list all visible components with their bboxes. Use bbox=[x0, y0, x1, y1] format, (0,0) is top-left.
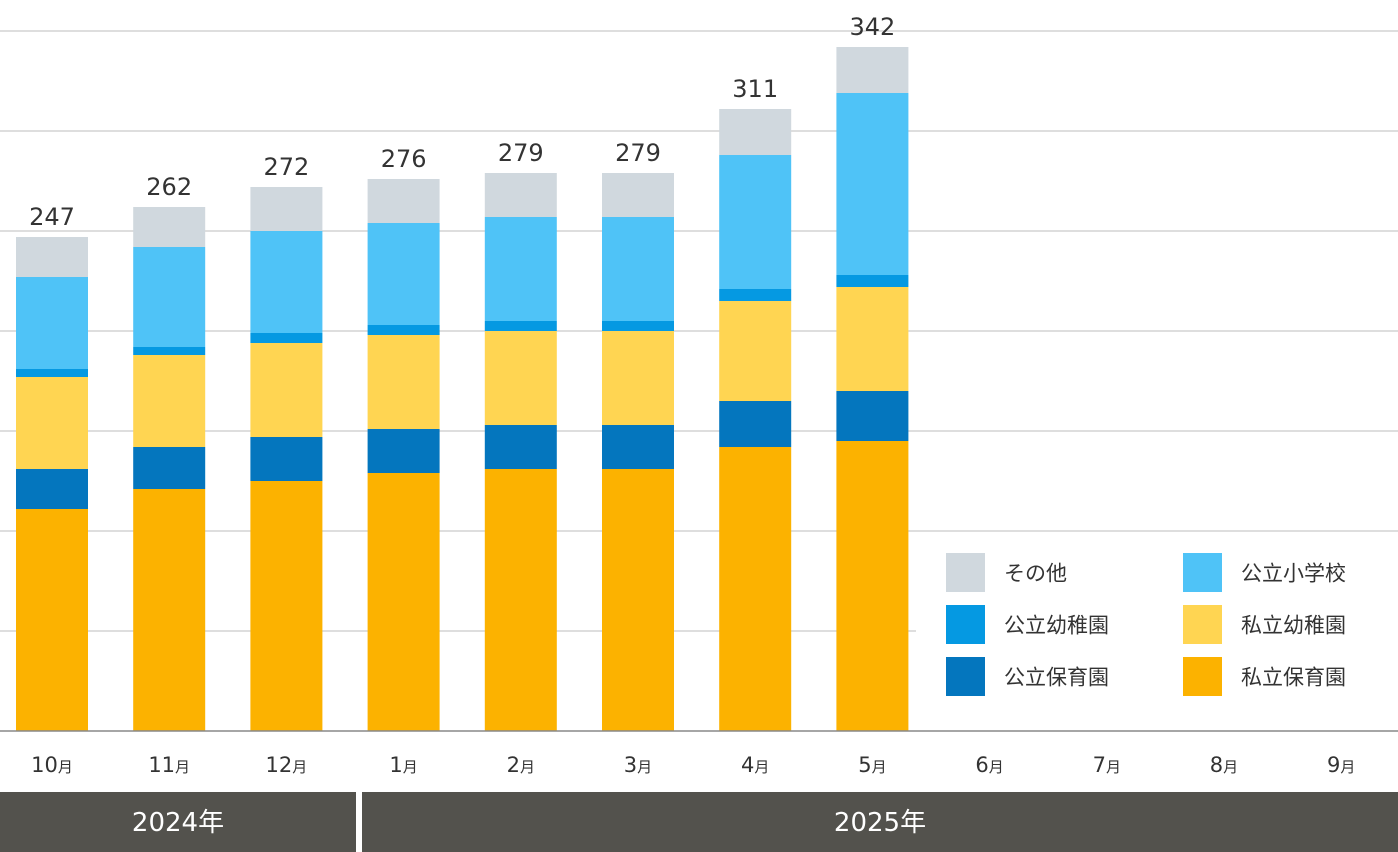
x-tick-label: 2月 bbox=[507, 753, 535, 777]
bar-segment bbox=[484, 321, 557, 331]
bar-segment bbox=[367, 473, 440, 731]
x-tick-label: 10月 bbox=[31, 753, 73, 777]
x-tick-label: 8月 bbox=[1210, 753, 1238, 777]
legend-swatch bbox=[946, 553, 985, 592]
legend-background bbox=[916, 535, 1398, 727]
total-label: 279 bbox=[498, 139, 544, 167]
bar-segment bbox=[484, 469, 557, 731]
bar-segment bbox=[719, 401, 792, 447]
bar-segment bbox=[719, 155, 792, 289]
bar-segment bbox=[484, 217, 557, 321]
bar-segment bbox=[836, 287, 909, 391]
bar-segment bbox=[250, 437, 323, 481]
total-label: 247 bbox=[29, 203, 75, 231]
bar-segment bbox=[484, 425, 557, 469]
bar-segment bbox=[484, 173, 557, 217]
legend-label: 公立小学校 bbox=[1241, 562, 1346, 586]
legend-label: 公立幼稚園 bbox=[1004, 614, 1109, 638]
total-label: 342 bbox=[849, 13, 895, 41]
bar-segment bbox=[250, 481, 323, 731]
bar-segment bbox=[719, 447, 792, 731]
bar-segment bbox=[836, 441, 909, 731]
x-axis: 10月 11月 12月 1月 2月 3月 4月 5月 6月 7月 8月 9月 bbox=[0, 730, 1398, 777]
legend-swatch bbox=[1183, 553, 1222, 592]
x-tick-label: 7月 bbox=[1093, 753, 1121, 777]
x-tick-label: 5月 bbox=[858, 753, 886, 777]
legend-swatch bbox=[1183, 657, 1222, 696]
x-tick-label: 6月 bbox=[975, 753, 1003, 777]
bar-segment bbox=[484, 331, 557, 425]
total-label: 311 bbox=[732, 75, 778, 103]
x-tick-label: 11月 bbox=[148, 753, 190, 777]
bar-segment bbox=[16, 377, 88, 469]
bar-segment bbox=[719, 289, 792, 301]
bar-segment bbox=[16, 509, 88, 731]
bar-segment bbox=[719, 301, 792, 401]
bar-segment bbox=[250, 187, 323, 231]
total-label: 276 bbox=[381, 145, 427, 173]
total-label: 279 bbox=[615, 139, 661, 167]
year-bands: 2024年 2025年 bbox=[0, 792, 1398, 852]
year-label: 2025年 bbox=[834, 808, 926, 838]
bar-segment bbox=[367, 429, 440, 473]
bar-segment bbox=[133, 355, 206, 447]
bar-segment bbox=[719, 109, 792, 155]
x-tick-label: 3月 bbox=[624, 753, 652, 777]
bar-segment bbox=[367, 223, 440, 325]
bar-segment bbox=[16, 237, 88, 277]
bar-segment bbox=[367, 179, 440, 223]
x-tick-label: 1月 bbox=[389, 753, 417, 777]
bar-segment bbox=[250, 231, 323, 333]
x-tick-label: 9月 bbox=[1327, 753, 1355, 777]
bar-segment bbox=[133, 447, 206, 489]
bar-segment bbox=[16, 277, 88, 369]
bar-segment bbox=[602, 173, 674, 217]
legend-swatch bbox=[946, 605, 985, 644]
bar-segment bbox=[836, 93, 909, 275]
bar-segment bbox=[367, 325, 440, 335]
bar-segment bbox=[133, 207, 206, 247]
year-band bbox=[362, 792, 1398, 852]
legend-label: 私立幼稚園 bbox=[1241, 614, 1346, 638]
bar-segment bbox=[133, 247, 206, 347]
bar-segment bbox=[602, 217, 674, 321]
legend-label: 私立保育園 bbox=[1241, 666, 1346, 690]
bar-segment bbox=[836, 391, 909, 441]
bar-segment bbox=[836, 47, 909, 93]
bar-segment bbox=[602, 425, 674, 469]
bar-segment bbox=[602, 331, 674, 425]
bar-segment bbox=[367, 335, 440, 429]
year-label: 2024年 bbox=[132, 808, 224, 838]
bar-segment bbox=[602, 469, 674, 731]
bar-segment bbox=[133, 489, 206, 731]
legend-swatch bbox=[1183, 605, 1222, 644]
legend-label: 公立保育園 bbox=[1004, 666, 1109, 690]
total-labels: 247 262 272 276 279 279 311 342 bbox=[29, 13, 895, 231]
bar-segment bbox=[250, 333, 323, 343]
legend-swatch bbox=[946, 657, 985, 696]
bar-segment bbox=[602, 321, 674, 331]
total-label: 272 bbox=[263, 153, 309, 181]
x-tick-label: 4月 bbox=[741, 753, 769, 777]
bar-segment bbox=[16, 369, 88, 377]
gridlines bbox=[0, 30, 1398, 632]
year-band bbox=[0, 792, 356, 852]
total-label: 262 bbox=[146, 173, 192, 201]
bar-segment bbox=[133, 347, 206, 355]
legend-label: その他 bbox=[1004, 562, 1067, 586]
bars bbox=[16, 47, 909, 731]
bar-segment bbox=[16, 469, 88, 509]
bar-segment bbox=[250, 343, 323, 437]
x-tick-label: 12月 bbox=[266, 753, 308, 777]
bar-segment bbox=[836, 275, 909, 287]
